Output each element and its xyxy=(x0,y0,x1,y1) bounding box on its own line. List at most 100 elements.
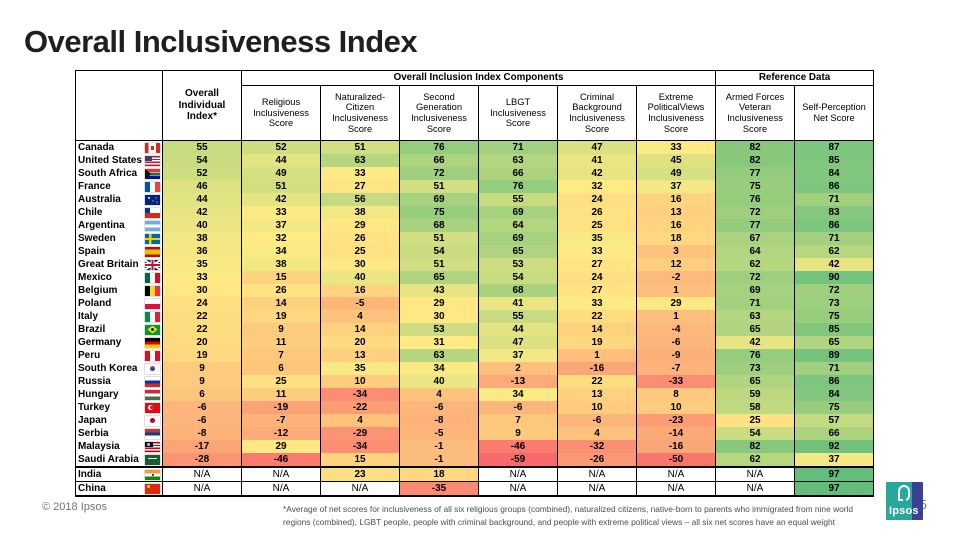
score-cell: -1 xyxy=(399,440,479,453)
flag-china-icon xyxy=(145,483,160,494)
score-cell: 10 xyxy=(320,375,400,388)
country-label: India xyxy=(78,469,102,480)
score-cell: 2 xyxy=(478,362,558,375)
score-cell: 25 xyxy=(715,414,795,427)
score-cell: 77 xyxy=(715,219,795,232)
score-cell: -8 xyxy=(162,427,242,440)
score-cell: 37 xyxy=(794,453,874,467)
score-cell: 37 xyxy=(636,180,716,193)
score-cell: 10 xyxy=(557,401,637,414)
score-cell: 42 xyxy=(715,336,795,349)
score-cell: 86 xyxy=(794,180,874,193)
country-cell: United States xyxy=(75,154,163,167)
score-cell: 69 xyxy=(399,193,479,206)
score-cell: 30 xyxy=(399,310,479,323)
flag-canada-icon xyxy=(145,142,160,153)
score-cell: 77 xyxy=(715,167,795,180)
score-cell: -7 xyxy=(636,362,716,375)
score-cell: -29 xyxy=(320,427,400,440)
score-cell: 68 xyxy=(478,284,558,297)
score-cell: 40 xyxy=(320,271,400,284)
flag-brazil-icon xyxy=(145,324,160,335)
flag-russia-icon xyxy=(145,376,160,387)
score-cell: 56 xyxy=(320,193,400,206)
score-cell: 73 xyxy=(715,362,795,375)
score-cell: 67 xyxy=(715,232,795,245)
table-row: South Korea 9 6 35 34 2 -16 -7 73 71 xyxy=(75,362,874,375)
score-cell: 4 xyxy=(557,427,637,440)
score-cell: 30 xyxy=(320,258,400,271)
score-cell: 55 xyxy=(162,140,242,154)
score-cell: 82 xyxy=(715,140,795,154)
score-cell: 53 xyxy=(478,258,558,271)
score-cell: N/A xyxy=(715,481,795,497)
flag-chile-icon xyxy=(145,207,160,218)
score-cell: 19 xyxy=(557,336,637,349)
copyright-text: © 2018 Ipsos xyxy=(42,501,107,513)
country-cell: Canada xyxy=(75,140,163,154)
score-cell: 71 xyxy=(794,193,874,206)
country-cell: Malaysia xyxy=(75,440,163,453)
flag-france-icon xyxy=(145,181,160,192)
score-cell: 82 xyxy=(715,440,795,453)
score-cell: 35 xyxy=(557,232,637,245)
country-label: Malaysia xyxy=(78,441,120,452)
flag-saudi-icon xyxy=(145,454,160,465)
flag-gb-icon xyxy=(145,259,160,270)
score-cell: 4 xyxy=(320,414,400,427)
score-cell: 97 xyxy=(794,466,874,482)
score-cell: 69 xyxy=(478,206,558,219)
score-cell: 20 xyxy=(320,336,400,349)
score-cell: 42 xyxy=(794,258,874,271)
score-cell: 34 xyxy=(241,245,321,258)
flag-india-icon xyxy=(145,469,160,480)
score-cell: 47 xyxy=(557,140,637,154)
country-cell: Serbia xyxy=(75,427,163,440)
score-cell: 83 xyxy=(794,206,874,219)
table-row: Mexico 33 15 40 65 54 24 -2 72 90 xyxy=(75,271,874,284)
score-cell: -28 xyxy=(162,453,242,467)
score-cell: -6 xyxy=(478,401,558,414)
col-header-armed-forces: Armed Forces Veteran Inclusiveness Score xyxy=(715,85,795,141)
score-cell: 51 xyxy=(399,232,479,245)
score-cell: 64 xyxy=(715,245,795,258)
score-cell: 40 xyxy=(399,375,479,388)
table-body: Canada 55 52 51 76 71 47 33 82 87 United States 54 4… xyxy=(75,140,874,497)
score-cell: -13 xyxy=(478,375,558,388)
score-cell: 47 xyxy=(478,336,558,349)
score-cell: 14 xyxy=(557,323,637,336)
flag-turkey-icon xyxy=(145,402,160,413)
score-cell: 25 xyxy=(557,219,637,232)
score-cell: 44 xyxy=(241,154,321,167)
col-header-criminal: Criminal Background Inclusiveness Score xyxy=(557,85,637,141)
score-cell: -23 xyxy=(636,414,716,427)
score-cell: 9 xyxy=(241,323,321,336)
country-label: Japan xyxy=(78,415,107,426)
score-cell: 65 xyxy=(794,336,874,349)
score-cell: 71 xyxy=(794,362,874,375)
score-cell: 13 xyxy=(320,349,400,362)
flag-belgium-icon xyxy=(145,285,160,296)
country-label: Turkey xyxy=(78,402,111,413)
score-cell: -9 xyxy=(636,349,716,362)
score-cell: 64 xyxy=(478,219,558,232)
score-cell: N/A xyxy=(557,466,637,482)
score-cell: -4 xyxy=(636,323,716,336)
country-label: Russia xyxy=(78,376,111,387)
score-cell: 23 xyxy=(320,466,400,482)
country-cell: China xyxy=(75,481,163,497)
country-label: Poland xyxy=(78,298,112,309)
country-cell: Saudi Arabia xyxy=(75,453,163,467)
score-cell: 1 xyxy=(557,349,637,362)
table-row: Belgium 30 26 16 43 68 27 1 69 72 xyxy=(75,284,874,297)
ipsos-logo-q-icon xyxy=(898,485,910,505)
footnote-line-1: *Average of net scores for inclusiveness… xyxy=(283,504,854,514)
score-cell: 32 xyxy=(241,232,321,245)
score-cell: 9 xyxy=(162,375,242,388)
flag-mexico-icon xyxy=(145,272,160,283)
score-cell: 90 xyxy=(794,271,874,284)
score-cell: -32 xyxy=(557,440,637,453)
score-cell: 22 xyxy=(557,375,637,388)
score-cell: 66 xyxy=(399,154,479,167)
score-cell: 1 xyxy=(636,284,716,297)
